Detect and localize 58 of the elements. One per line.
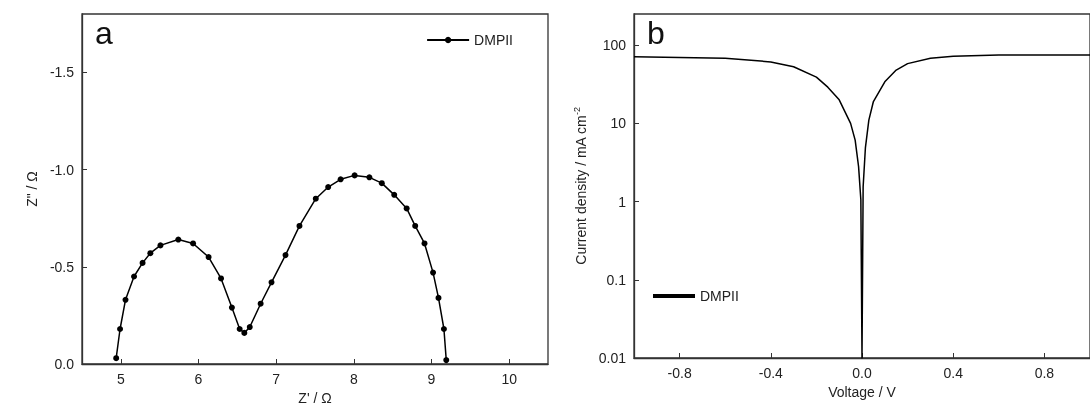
- point: [139, 259, 146, 266]
- point: [246, 324, 253, 331]
- point: [257, 300, 264, 307]
- y-tick-label: 10: [610, 115, 627, 132]
- x-tick-label: 7: [272, 371, 281, 387]
- x-tick-label: 9: [427, 371, 436, 387]
- point: [218, 275, 225, 282]
- point: [117, 326, 124, 332]
- x-tick-label: -0.8: [667, 365, 692, 381]
- y-tick-label: -0.5: [49, 258, 75, 275]
- point: [296, 222, 303, 229]
- y-tick-label: 0.01: [598, 350, 627, 366]
- legend-label: DMPII: [700, 288, 739, 304]
- x-tick-label: -0.4: [758, 365, 784, 381]
- y-tick-label: 1: [618, 193, 627, 210]
- x-tick-label: 0.0: [852, 365, 872, 381]
- point: [131, 273, 138, 280]
- point: [403, 205, 410, 212]
- point: [157, 242, 164, 249]
- x-axis-title: Voltage / V: [828, 383, 897, 400]
- point: [337, 176, 344, 183]
- x-tick-label: 10: [501, 371, 518, 387]
- point: [443, 357, 450, 364]
- point: [412, 222, 419, 229]
- point: [113, 355, 120, 362]
- point: [241, 329, 248, 336]
- x-tick-label: 6: [194, 371, 203, 387]
- point: [421, 240, 428, 247]
- point: [378, 180, 385, 187]
- y-tick-label: 100: [602, 37, 627, 54]
- point: [435, 294, 442, 301]
- legend-label: DMPII: [474, 32, 513, 48]
- point: [228, 304, 235, 311]
- point: [236, 326, 243, 332]
- point: [351, 172, 358, 179]
- chart-title: b: [647, 15, 665, 51]
- point: [440, 326, 447, 332]
- point: [325, 184, 332, 191]
- x-tick-label: 8: [349, 371, 358, 387]
- y-axis-title: Current density / mA cm-2: [571, 106, 589, 265]
- x-axis-title: Z' / Ω: [298, 389, 332, 406]
- point: [147, 250, 154, 257]
- y-tick-label: 0.1: [606, 271, 627, 288]
- x-tick-label: 0.8: [1034, 365, 1055, 381]
- point: [122, 296, 129, 303]
- point: [391, 191, 398, 198]
- x-tick-label: 0.4: [943, 365, 964, 381]
- y-tick-label: -1.0: [49, 161, 75, 178]
- x-tick-label: 5: [116, 371, 125, 387]
- point: [205, 254, 212, 261]
- y-axis-title: Z" / Ω: [23, 171, 40, 207]
- point: [282, 252, 289, 259]
- point: [430, 269, 437, 276]
- point: [366, 174, 373, 181]
- point: [190, 240, 197, 247]
- point: [312, 195, 319, 202]
- chart-title: a: [95, 15, 113, 51]
- y-tick-label: -1.5: [49, 64, 75, 81]
